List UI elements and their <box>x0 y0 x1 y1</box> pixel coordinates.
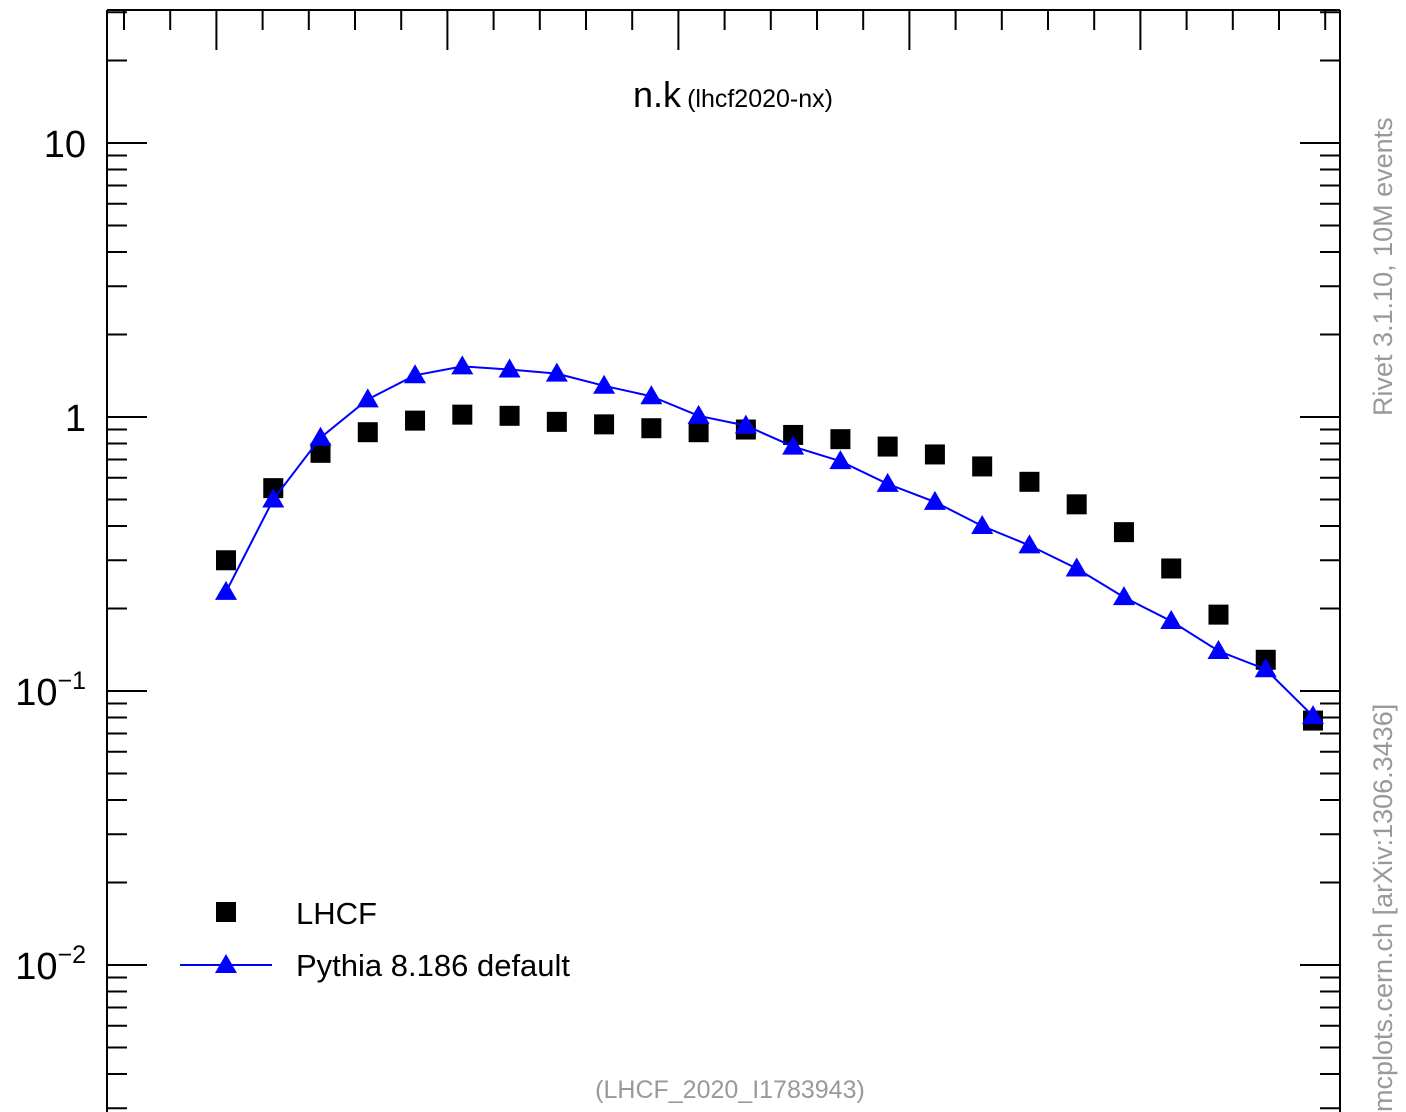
y-tick-labels: 10 1 10−1 10−2 <box>15 124 86 988</box>
pythia-data-point <box>971 515 994 535</box>
legend-label-pythia: Pythia 8.186 default <box>296 948 570 983</box>
pythia-data-point <box>640 385 663 405</box>
legend-marker-lhcf <box>216 902 236 922</box>
lhcf-data-point <box>216 550 236 571</box>
pythia-data-point <box>1207 639 1230 659</box>
side-label-top: Rivet 3.1.10, 10M events <box>1368 117 1398 416</box>
pythia-data-point <box>498 358 521 378</box>
lhcf-data-point <box>830 429 851 450</box>
y-tick-label: 10−2 <box>15 941 86 988</box>
lhcf-data-point <box>357 422 378 443</box>
pythia-data-point <box>782 435 805 455</box>
lhcf-data-point <box>688 422 709 443</box>
y-tick-label: 1 <box>65 398 86 440</box>
lhcf-data-point <box>1208 604 1229 625</box>
pythia-data-point <box>309 426 332 446</box>
footer-label: (LHCF_2020_I1783943) <box>595 1076 865 1104</box>
pythia-data-point <box>356 388 379 408</box>
chart-title-main: n.k <box>633 74 682 115</box>
pythia-data-point <box>1018 534 1041 554</box>
pythia-data-point <box>876 472 899 492</box>
lhcf-data-point <box>924 444 945 465</box>
chart-title-sub: (lhcf2020-nx) <box>687 85 833 113</box>
pythia-data-point <box>1065 557 1088 577</box>
lhcf-data-point <box>783 424 804 445</box>
lhcf-data-point <box>877 436 898 457</box>
chart-title: n.k (lhcf2020-nx) <box>633 74 833 115</box>
lhcf-data-point <box>1161 558 1182 579</box>
pythia-data-point <box>262 488 285 508</box>
axis-ticks <box>107 10 1340 1110</box>
legend-label-lhcf: LHCF <box>296 896 377 931</box>
y-tick-label: 10−1 <box>15 667 86 714</box>
lhcf-data-point <box>310 442 331 463</box>
pythia-data-point <box>923 490 946 510</box>
legend: LHCF Pythia 8.186 default <box>180 896 570 983</box>
lhcf-data-point <box>594 414 615 435</box>
pythia-line <box>225 365 1314 717</box>
pythia-data-point <box>215 580 237 600</box>
lhcf-data-point <box>405 410 426 431</box>
pythia-data-point <box>1160 610 1183 630</box>
legend-marker-pythia <box>215 954 237 973</box>
pythia-data-point <box>734 414 757 434</box>
pythia-data-point <box>1302 705 1324 725</box>
pythia-data-point <box>593 374 616 394</box>
lhcf-data-point <box>972 456 993 477</box>
lhcf-data-point <box>641 418 662 439</box>
pythia-data-point <box>545 362 568 382</box>
pythia-data-point <box>1112 586 1135 606</box>
lhcf-data-point <box>546 411 567 432</box>
lhcf-data-point <box>1019 471 1040 492</box>
series-layer <box>215 355 1324 731</box>
lhcf-data-point <box>452 404 473 425</box>
lhcf-data-point <box>1066 494 1087 515</box>
pythia-data-point <box>404 364 427 384</box>
side-label-bottom: mcplots.cern.ch [arXiv:1306.3436] <box>1368 704 1398 1112</box>
pythia-data-point <box>451 355 474 375</box>
plot-frame <box>106 9 1341 1112</box>
pythia-data-point <box>829 450 852 470</box>
pythia-data-point <box>1254 658 1277 678</box>
pythia-data-point <box>687 404 710 424</box>
lhcf-data-point <box>499 405 520 426</box>
lhcf-data-point <box>1113 522 1134 543</box>
y-tick-label: 10 <box>44 124 86 166</box>
